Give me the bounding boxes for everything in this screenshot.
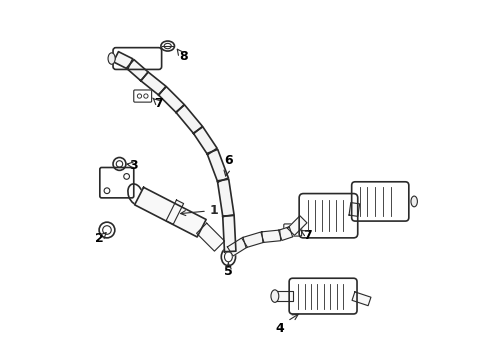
- Polygon shape: [206, 149, 228, 182]
- Ellipse shape: [270, 290, 278, 302]
- Text: 7: 7: [153, 97, 162, 110]
- Polygon shape: [348, 203, 359, 216]
- Polygon shape: [227, 238, 247, 256]
- Polygon shape: [166, 200, 183, 224]
- Polygon shape: [126, 60, 148, 81]
- Polygon shape: [261, 230, 280, 243]
- Polygon shape: [274, 291, 292, 301]
- Text: 2: 2: [95, 233, 104, 246]
- Polygon shape: [196, 223, 224, 251]
- Ellipse shape: [108, 53, 115, 64]
- Text: 3: 3: [129, 159, 138, 172]
- Polygon shape: [193, 127, 217, 154]
- Polygon shape: [113, 51, 132, 69]
- Polygon shape: [278, 227, 292, 240]
- Polygon shape: [158, 87, 184, 113]
- Polygon shape: [243, 232, 264, 248]
- Polygon shape: [287, 216, 306, 235]
- Polygon shape: [176, 105, 202, 134]
- Text: 8: 8: [179, 50, 188, 63]
- Polygon shape: [141, 72, 165, 95]
- Polygon shape: [351, 292, 370, 306]
- Ellipse shape: [410, 196, 417, 207]
- Text: 7: 7: [302, 229, 311, 242]
- Polygon shape: [222, 215, 235, 252]
- Text: 5: 5: [224, 265, 232, 278]
- Polygon shape: [134, 187, 206, 237]
- Text: 4: 4: [275, 322, 284, 335]
- Text: 6: 6: [224, 154, 232, 167]
- Text: 1: 1: [180, 204, 218, 217]
- Polygon shape: [217, 179, 234, 217]
